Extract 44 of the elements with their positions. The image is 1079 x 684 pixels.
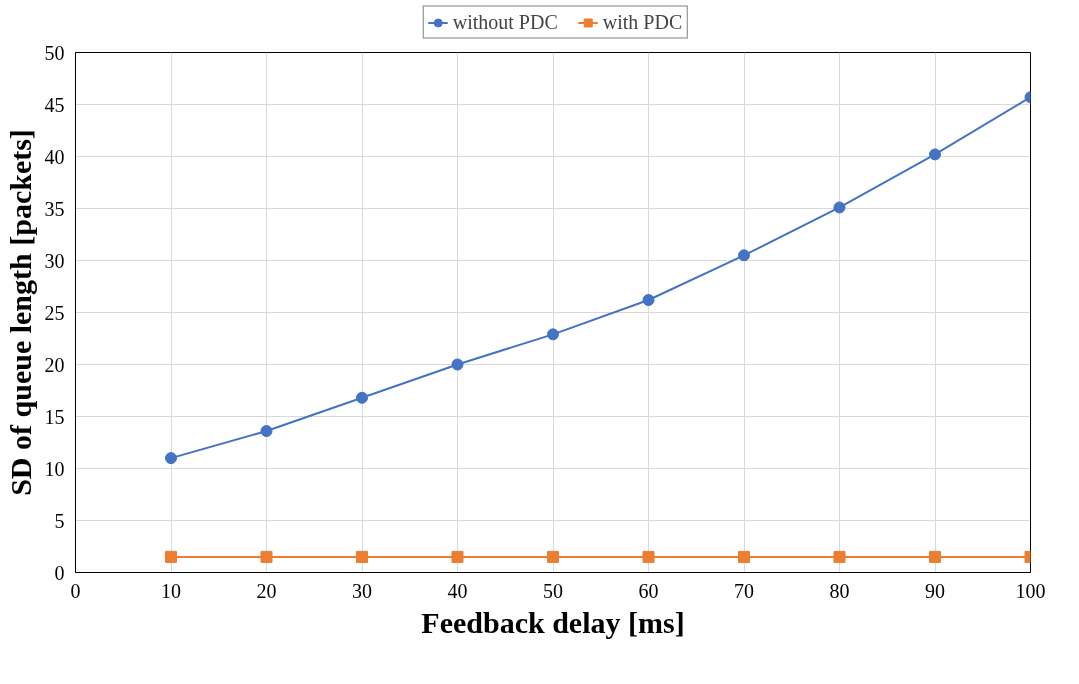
y-tick-label: 5 bbox=[54, 509, 65, 532]
legend-label: with PDC bbox=[602, 10, 683, 34]
x-tick-label: 40 bbox=[447, 579, 468, 602]
point bbox=[929, 148, 941, 161]
y-tick-label: 0 bbox=[54, 561, 65, 584]
y-tick-label: 25 bbox=[44, 301, 65, 324]
x-tick-label: 80 bbox=[829, 579, 850, 602]
point bbox=[642, 294, 655, 307]
point bbox=[165, 452, 177, 465]
x-tick-label: 10 bbox=[161, 579, 181, 602]
x-tick-label: 90 bbox=[925, 579, 945, 602]
legend-label: without PDC bbox=[452, 10, 558, 34]
point bbox=[547, 328, 559, 341]
y-tick-label: 10 bbox=[44, 457, 65, 480]
point bbox=[356, 550, 368, 563]
point bbox=[260, 550, 273, 563]
point bbox=[547, 550, 559, 563]
y-tick-label: 45 bbox=[44, 93, 65, 116]
point bbox=[451, 358, 464, 371]
x-axis-title: Feedback delay [ms] bbox=[421, 605, 685, 639]
point bbox=[738, 550, 750, 563]
point bbox=[929, 550, 941, 563]
x-tick-label: 60 bbox=[638, 579, 659, 602]
point bbox=[356, 391, 368, 404]
x-tick-label: 100 bbox=[1015, 579, 1046, 602]
x-tick-label: 30 bbox=[352, 579, 372, 602]
x-tick-label: 50 bbox=[543, 579, 563, 602]
point bbox=[260, 425, 273, 438]
y-tick-label: 30 bbox=[44, 249, 65, 272]
y-tick-label: 40 bbox=[44, 145, 65, 168]
point bbox=[165, 550, 177, 563]
y-tick-label: 15 bbox=[44, 405, 65, 428]
point bbox=[642, 550, 655, 563]
x-tick-label: 70 bbox=[734, 579, 754, 602]
point bbox=[451, 550, 464, 563]
point bbox=[833, 550, 846, 563]
y-tick-label: 50 bbox=[44, 41, 65, 64]
point bbox=[738, 249, 750, 262]
point bbox=[833, 201, 846, 214]
y-axis-title: SD of queue length [packets] bbox=[3, 129, 37, 496]
x-tick-label: 20 bbox=[256, 579, 277, 602]
y-tick-label: 20 bbox=[44, 353, 65, 376]
y-tick-label: 35 bbox=[44, 197, 65, 220]
x-tick-label: 0 bbox=[70, 579, 81, 602]
